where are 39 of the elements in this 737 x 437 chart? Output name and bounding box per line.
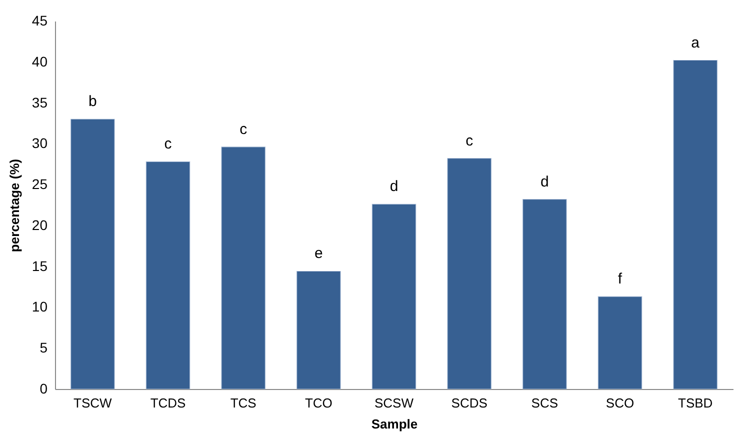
x-tick-label: TCO — [304, 396, 332, 410]
annotation: a — [691, 34, 700, 52]
bar — [296, 270, 341, 390]
y-tick-label: 5 — [40, 340, 48, 356]
bar — [522, 198, 567, 390]
annotation: f — [618, 270, 623, 288]
bar — [447, 158, 492, 390]
annotation: d — [540, 173, 549, 190]
bar — [221, 146, 266, 390]
x-tick-label: SCSW — [374, 396, 414, 410]
x-tick-label: SCS — [531, 396, 558, 410]
y-tick-label: 35 — [32, 94, 48, 110]
y-tick-label: 15 — [32, 258, 48, 274]
y-tick-label: 45 — [32, 12, 48, 28]
y-tick-label: 40 — [32, 53, 48, 70]
y-tick-label: 25 — [32, 176, 48, 192]
annotation: e — [314, 245, 323, 262]
bar — [372, 204, 416, 390]
bar — [673, 60, 718, 390]
x-tick-label: TCS — [230, 396, 257, 410]
y-tick-label: 10 — [32, 298, 48, 315]
annotation: c — [164, 136, 172, 153]
y-tick-label: 30 — [32, 135, 48, 152]
x-tick-label: SCO — [606, 396, 634, 410]
bar — [70, 118, 115, 390]
x-tick-label: TCDS — [150, 396, 186, 410]
y-axis-title: percentage (%) — [6, 158, 22, 252]
bar — [146, 161, 190, 390]
y-tick-label: 0 — [40, 380, 48, 396]
y-tick-label: 20 — [32, 216, 48, 233]
x-axis-title: Sample — [371, 416, 418, 432]
x-tick-label: SCDS — [451, 396, 488, 410]
annotation: c — [240, 120, 248, 138]
annotation: d — [390, 178, 398, 196]
bar — [598, 296, 642, 390]
x-tick-label: TSCW — [74, 396, 113, 410]
annotation: c — [466, 132, 474, 150]
x-tick-label: TSBD — [678, 396, 713, 410]
annotation: b — [88, 93, 97, 110]
